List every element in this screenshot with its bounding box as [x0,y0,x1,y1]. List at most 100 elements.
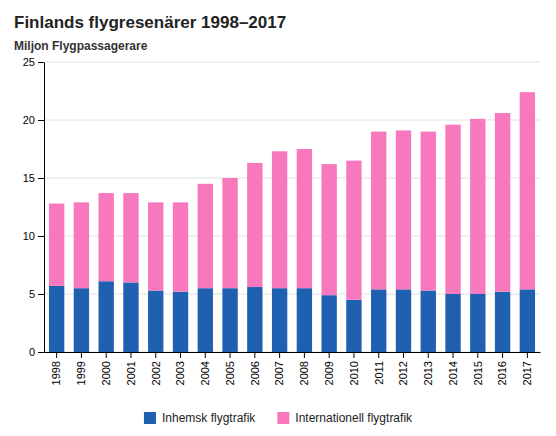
bar [371,289,386,352]
y-tick-label: 20 [23,114,35,126]
bar [346,300,361,352]
bar [247,287,262,352]
bar [396,289,411,352]
x-tick-mark [527,352,528,358]
grid-line [44,352,540,353]
bar [123,282,138,352]
x-tick-label: 2015 [472,361,484,385]
x-tick-mark [403,352,404,358]
bar [99,281,114,352]
bar [49,204,64,286]
bar [321,295,336,352]
x-tick: 2008 [298,352,310,385]
x-tick-label: 2012 [397,361,409,385]
bar [297,288,312,352]
x-axis: 1998199920002001200220032004200520062007… [45,352,541,385]
x-tick: 2000 [100,352,112,385]
x-tick-mark [56,352,57,358]
x-tick: 2011 [373,352,385,385]
x-tick-mark [502,352,503,358]
x-tick: 2010 [348,352,360,385]
x-tick-label: 1998 [50,361,62,385]
x-tick: 2017 [521,352,533,385]
bar [272,151,287,288]
bar [49,286,64,352]
y-tick-label: 0 [29,346,35,358]
x-tick-mark [279,352,280,358]
x-tick: 2012 [397,352,409,385]
x-tick-label: 2016 [496,361,508,385]
x-tick-mark [205,352,206,358]
x-tick-label: 2013 [422,361,434,385]
legend-item: Inhemsk flygtrafik [144,411,256,425]
bar [371,132,386,290]
legend-label: Inhemsk flygtrafik [162,411,256,425]
legend-label: Internationell flygtrafik [295,411,413,425]
y-tick-label: 15 [23,172,35,184]
y-tick-mark [38,352,44,353]
bar [421,291,436,352]
legend-item: Internationell flygtrafik [277,411,413,425]
bar [445,125,460,294]
bar [247,163,262,287]
x-tick-label: 2009 [323,361,335,385]
x-tick-label: 2006 [249,361,261,385]
y-tick: 5 [29,288,44,300]
grid [44,62,540,352]
x-tick: 2016 [496,352,508,385]
title: Finlands flygresenärer 1998–2017 [14,13,286,32]
y-tick: 0 [29,346,44,358]
x-axis-line [45,352,541,353]
legend: Inhemsk flygtrafik Internationell flygtra… [144,411,413,425]
bar [123,193,138,282]
bar [346,161,361,300]
bar [173,292,188,352]
bar [198,288,213,352]
x-tick-label: 2017 [521,361,533,385]
x-tick-label: 1999 [75,361,87,385]
bar [99,193,114,281]
x-tick-label: 2014 [447,361,459,385]
x-tick: 2004 [199,352,211,385]
x-tick-label: 2002 [150,361,162,385]
bar [148,202,163,290]
x-tick-label: 2011 [373,361,385,385]
grid-line [44,62,540,63]
bar [74,202,89,288]
bar [321,164,336,295]
x-tick: 2003 [174,352,186,385]
y-axis-line [44,63,45,353]
x-tick: 1998 [50,352,62,385]
bar [222,288,237,352]
x-tick: 2013 [422,352,434,385]
x-tick-label: 2010 [348,361,360,385]
x-tick-mark [230,352,231,358]
x-tick-mark [428,352,429,358]
y-tick-mark [38,62,44,63]
bar [495,113,510,292]
x-tick-label: 2008 [298,361,310,385]
y-tick-label: 25 [23,56,35,68]
y-tick-mark [38,236,44,237]
x-tick-label: 2000 [100,361,112,385]
x-tick-mark [180,352,181,358]
bar [520,92,535,289]
x-tick: 2001 [125,352,137,385]
x-tick-label: 2007 [273,361,285,385]
x-tick: 2015 [472,352,484,385]
x-tick-mark [304,352,305,358]
x-tick: 2006 [249,352,261,385]
x-tick-label: 2001 [125,361,137,385]
y-tick: 10 [23,230,44,242]
bar [297,149,312,288]
bar [222,178,237,288]
y-axis-title: Miljon Flygpassagerare [14,39,148,53]
x-tick-mark [254,352,255,358]
grid-line [44,294,540,295]
x-tick-mark [130,352,131,358]
y-tick-mark [38,294,44,295]
x-tick: 2002 [150,352,162,385]
x-tick-mark [353,352,354,358]
bar [470,119,485,294]
bar [173,202,188,291]
